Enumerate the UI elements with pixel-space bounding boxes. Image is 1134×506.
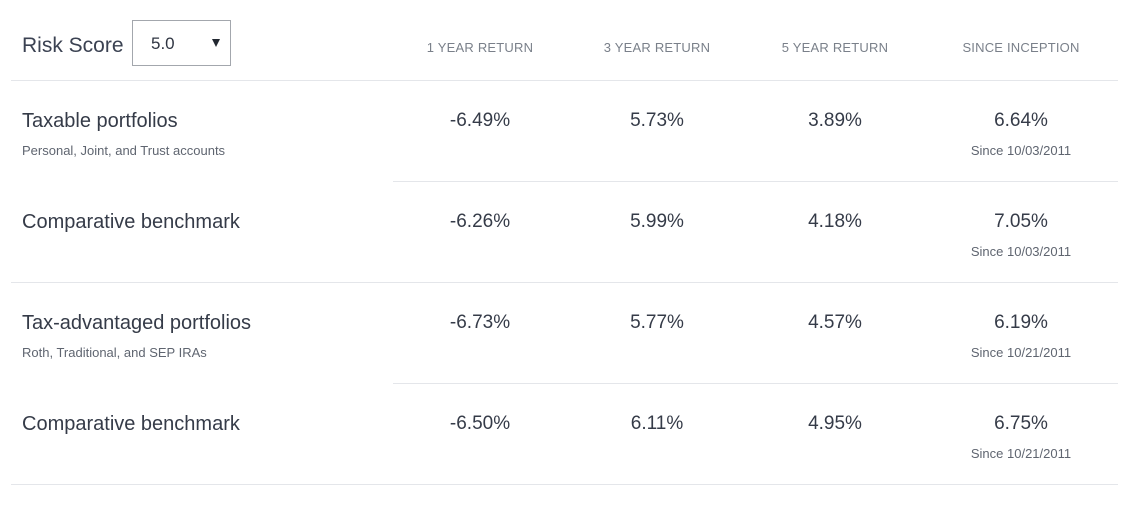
one-year-return: -6.49%: [449, 110, 511, 131]
one-year-return: -6.26%: [449, 211, 511, 232]
since-inception-return: 6.19%: [994, 312, 1048, 333]
table-header: Risk Score 5.0 1 YEAR RETURN 3 YEAR RETU…: [11, 0, 1118, 81]
three-year-return: 5.99%: [630, 211, 684, 232]
chevron-down-icon: [212, 39, 220, 47]
three-year-return: 5.73%: [630, 110, 684, 131]
table-row-comparative-benchmark-2: Comparative benchmark -6.50% 6.11% 4.95%…: [11, 384, 1118, 485]
row-subtitle: Personal, Joint, and Trust accounts: [22, 143, 226, 158]
five-year-return: 3.89%: [808, 110, 862, 131]
risk-score-value: 5.0: [151, 34, 175, 53]
returns-table: Risk Score 5.0 1 YEAR RETURN 3 YEAR RETU…: [11, 0, 1118, 485]
one-year-return: -6.50%: [449, 413, 511, 434]
table-row-taxable-portfolios: Taxable portfolios Personal, Joint, and …: [11, 81, 1118, 182]
five-year-return: 4.57%: [808, 312, 862, 333]
column-header-1-year: 1 YEAR RETURN: [426, 40, 534, 55]
since-inception-return: 6.64%: [994, 110, 1048, 131]
row-title: Comparative benchmark: [22, 413, 240, 435]
since-inception-date: Since 10/03/2011: [970, 244, 1072, 259]
risk-score-label: Risk Score: [22, 34, 124, 57]
row-title: Taxable portfolios: [22, 110, 178, 132]
five-year-return: 4.95%: [808, 413, 862, 434]
row-title: Tax-advantaged portfolios: [22, 312, 252, 334]
row-subtitle: Roth, Traditional, and SEP IRAs: [22, 345, 207, 360]
five-year-return: 4.18%: [808, 211, 862, 232]
one-year-return: -6.73%: [449, 312, 511, 333]
risk-score-select[interactable]: 5.0: [132, 20, 231, 66]
since-inception-date: Since 10/21/2011: [970, 345, 1072, 360]
row-title: Comparative benchmark: [22, 211, 240, 233]
column-header-since-inception: SINCE INCEPTION: [962, 40, 1080, 55]
three-year-return: 5.77%: [630, 312, 684, 333]
since-inception-date: Since 10/21/2011: [970, 446, 1072, 461]
column-header-3-year: 3 YEAR RETURN: [603, 40, 711, 55]
table-row-comparative-benchmark: Comparative benchmark -6.26% 5.99% 4.18%…: [11, 182, 1118, 283]
column-header-5-year: 5 YEAR RETURN: [781, 40, 889, 55]
since-inception-return: 7.05%: [994, 211, 1048, 232]
since-inception-date: Since 10/03/2011: [970, 143, 1072, 158]
since-inception-return: 6.75%: [994, 413, 1048, 434]
three-year-return: 6.11%: [630, 413, 684, 434]
table-row-tax-advantaged-portfolios: Tax-advantaged portfolios Roth, Traditio…: [11, 283, 1118, 384]
